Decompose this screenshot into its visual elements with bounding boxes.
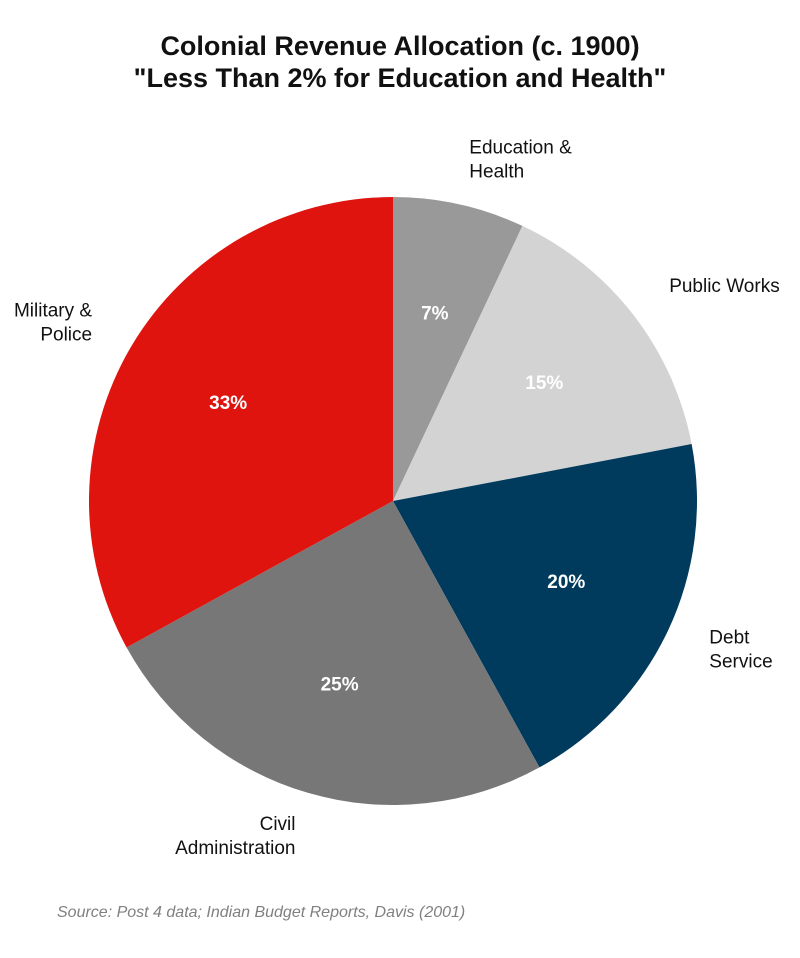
chart-subtitle: "Less Than 2% for Education and Health" [133,63,667,93]
pie-slice-civil-administration [126,501,540,806]
pie-category-label-military-and-police: Military & Police [14,301,92,346]
pie-value-label-civil-administration: 25% [321,674,359,695]
pie-slice-education-and-health [393,197,523,501]
pie-value-label-public-works: 15% [525,373,563,394]
pie-category-label-education-and-health: Education & Health [469,137,572,182]
pie-slice-military-and-police [88,197,394,648]
pie-category-label-civil-administration: Civil Administration [175,814,295,859]
pie-slice-debt-service [393,444,698,768]
pie-category-label-public-works: Public Works [669,276,780,297]
chart-title: Colonial Revenue Allocation (c. 1900) [160,31,640,61]
chart-title-block: Colonial Revenue Allocation (c. 1900) "L… [0,30,800,94]
pie-value-label-education-and-health: 7% [421,304,449,325]
pie-value-label-military-and-police: 33% [209,393,247,414]
pie-slice-public-works [393,225,692,501]
source-note: Source: Post 4 data; Indian Budget Repor… [57,904,466,921]
pie-value-label-debt-service: 20% [547,572,585,593]
pie-category-label-debt-service: Debt Service [709,627,772,672]
